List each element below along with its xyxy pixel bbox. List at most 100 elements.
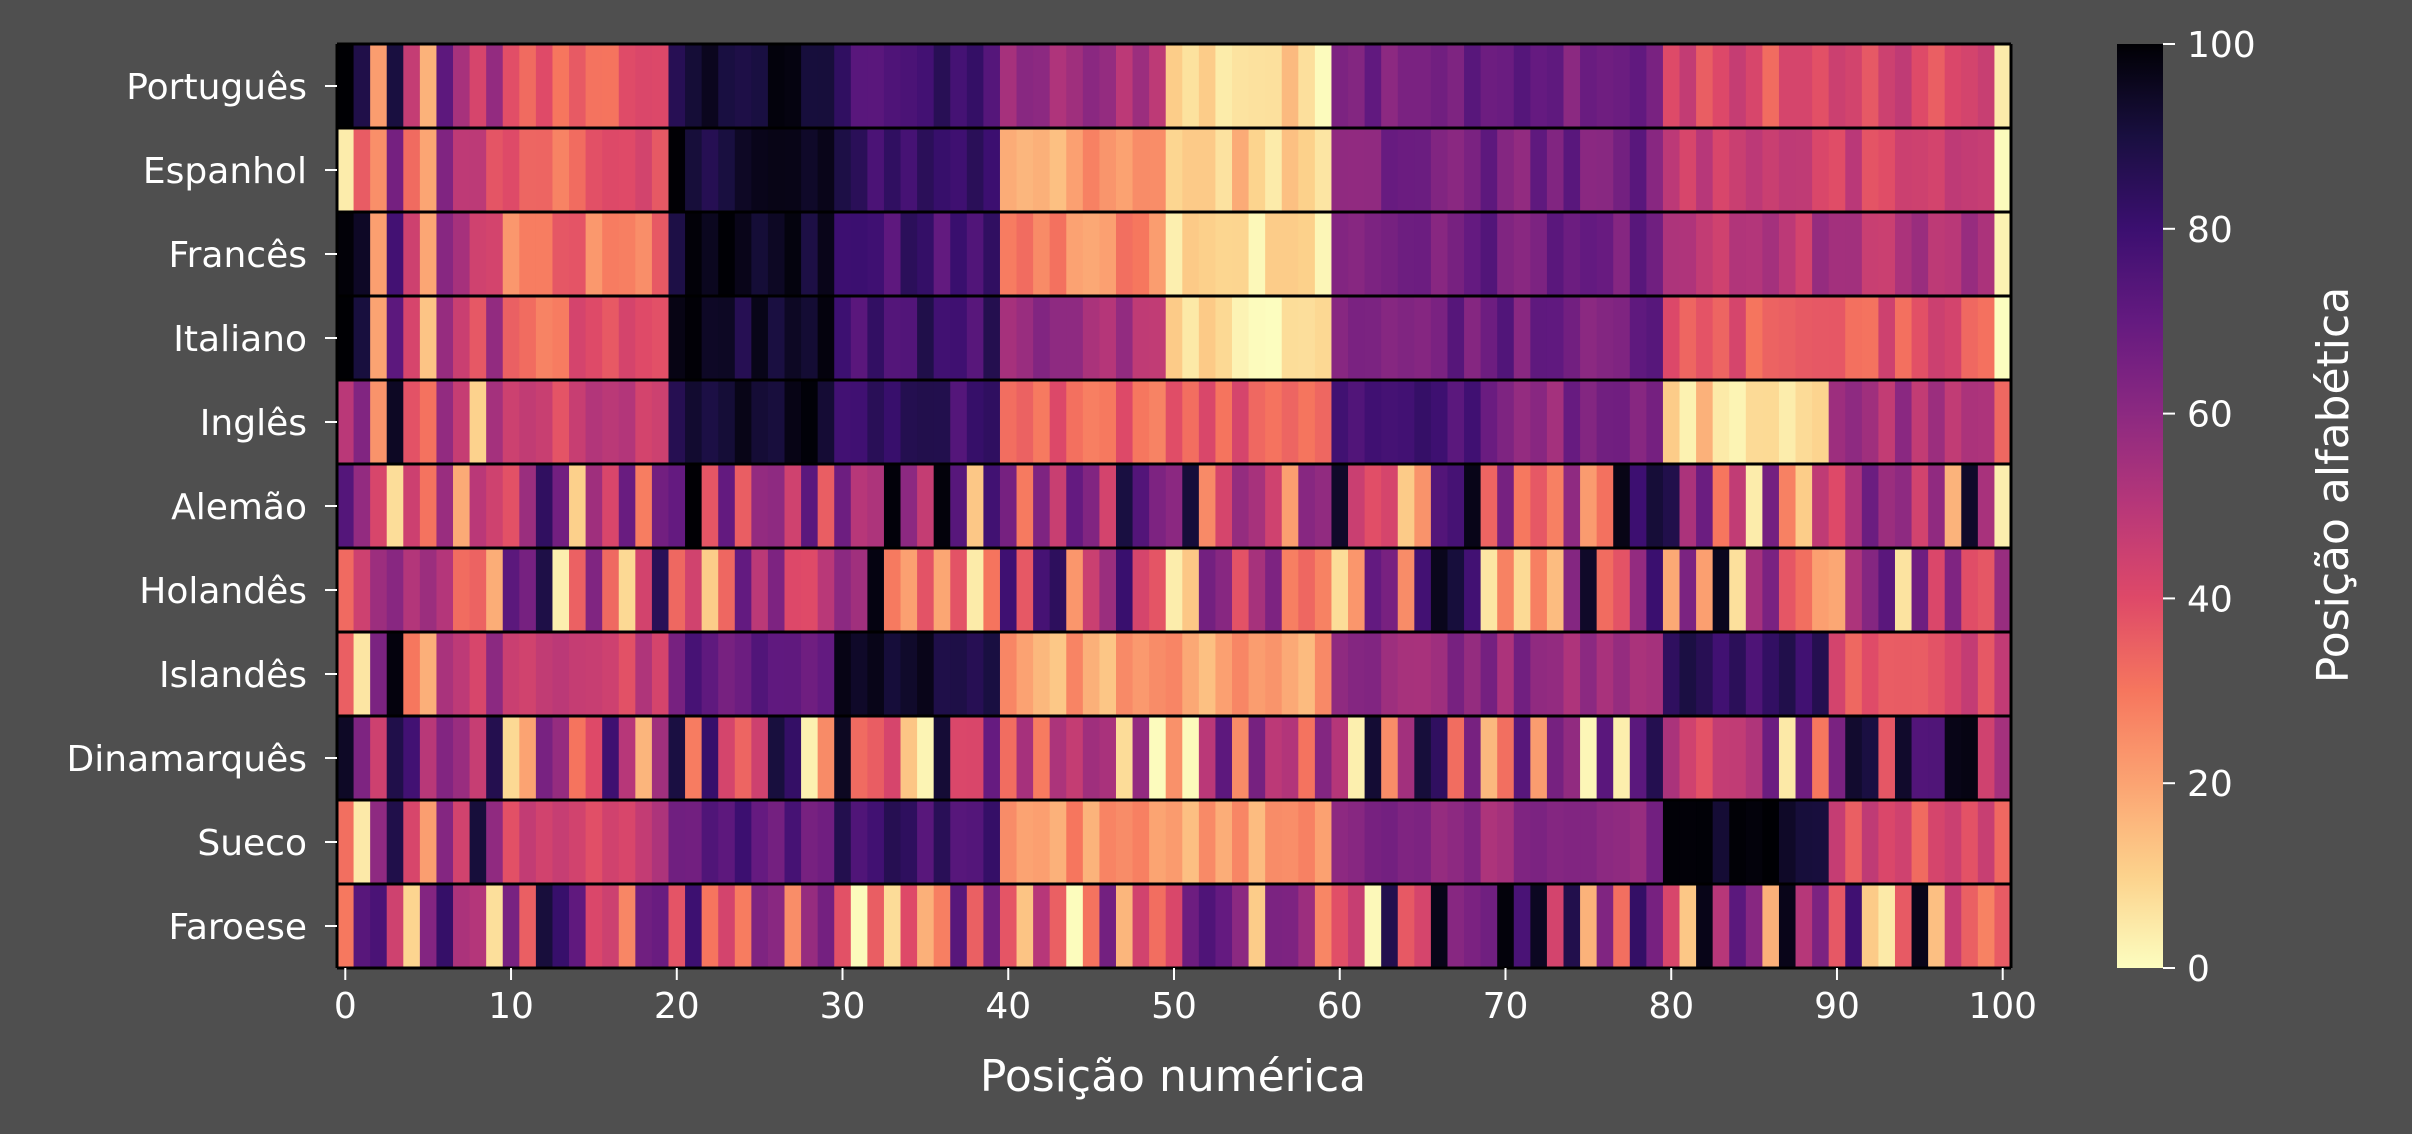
heatmap-cell [403, 212, 421, 296]
heatmap-cell [1911, 44, 1929, 128]
heatmap-cell [519, 800, 537, 884]
heatmap-cell [1464, 884, 1482, 968]
heatmap-cell [668, 884, 686, 968]
heatmap-cell [569, 380, 587, 464]
heatmap-cell [1662, 464, 1681, 548]
heatmap-cell [1381, 128, 1399, 212]
heatmap-cell [502, 548, 520, 632]
heatmap-cell [1115, 44, 1134, 128]
heatmap-cell [1977, 884, 1996, 968]
heatmap-cell [784, 884, 802, 968]
heatmap-cell [1845, 464, 1863, 548]
heatmap-cell [1298, 884, 1316, 968]
heatmap-cell [1198, 128, 1217, 212]
heatmap-cell [337, 884, 355, 968]
heatmap-cell [1480, 128, 1498, 212]
heatmap-cell [1397, 548, 1415, 632]
heatmap-cell [1364, 884, 1382, 968]
heatmap-cell [718, 296, 736, 380]
heatmap-cell [1381, 212, 1399, 296]
heatmap-cell [1745, 716, 1763, 800]
heatmap-cell [834, 632, 852, 716]
heatmap-cell [618, 800, 636, 884]
heatmap-cell [1381, 548, 1399, 632]
heatmap-cell [1961, 716, 1979, 800]
heatmap-cell [1828, 44, 1846, 128]
heatmap-cell [469, 128, 487, 212]
heatmap-cell [1762, 716, 1780, 800]
heatmap-cell [1563, 632, 1581, 716]
heatmap-cell [1033, 380, 1051, 464]
heatmap-cell [1364, 212, 1382, 296]
heatmap-cell [1944, 464, 1962, 548]
heatmap-cell [834, 44, 852, 128]
heatmap-cell [1397, 716, 1415, 800]
heatmap-cell [1115, 548, 1134, 632]
heatmap-cell [1049, 800, 1067, 884]
x-axis-label: Posição numérica [980, 1051, 1366, 1102]
heatmap-cell [1066, 884, 1084, 968]
heatmap-cell [983, 884, 1001, 968]
heatmap-cell [1712, 128, 1730, 212]
heatmap-cell [966, 800, 984, 884]
heatmap-cell [1082, 464, 1101, 548]
heatmap-cell [685, 800, 703, 884]
heatmap-cell [1132, 212, 1150, 296]
heatmap-cell [701, 44, 719, 128]
heatmap-cell [1546, 212, 1565, 296]
heatmap-cell [867, 44, 885, 128]
heatmap-cell [519, 884, 537, 968]
heatmap-cell [1530, 44, 1548, 128]
heatmap-cell [1928, 296, 1946, 380]
heatmap-cell [1712, 800, 1730, 884]
heatmap-cell [1248, 548, 1266, 632]
heatmap-cell [552, 296, 570, 380]
heatmap-cell [1215, 632, 1233, 716]
heatmap-cell [751, 464, 769, 548]
heatmap-cell [1961, 548, 1979, 632]
heatmap-cell [883, 800, 902, 884]
heatmap-cell [1778, 128, 1797, 212]
heatmap-cell [1165, 212, 1183, 296]
heatmap-cell [1149, 548, 1167, 632]
heatmap-cell [1762, 884, 1780, 968]
heatmap-cell [1049, 548, 1067, 632]
heatmap-cell [1364, 548, 1382, 632]
heatmap-cell [1845, 632, 1863, 716]
heatmap-cell [436, 884, 454, 968]
heatmap-cell [1729, 44, 1747, 128]
heatmap-cell [1115, 380, 1134, 464]
heatmap-cell [834, 884, 852, 968]
heatmap-cell [552, 212, 570, 296]
heatmap-cell [1745, 632, 1763, 716]
heatmap-cell [1613, 128, 1631, 212]
heatmap-cell [1894, 884, 1913, 968]
heatmap-cell [1099, 632, 1117, 716]
heatmap-cell [651, 716, 670, 800]
heatmap-cell [635, 632, 653, 716]
heatmap-cell [535, 884, 554, 968]
heatmap-cell [1878, 44, 1896, 128]
heatmap-cell [353, 212, 371, 296]
heatmap-cell [1812, 128, 1830, 212]
heatmap-cell [983, 548, 1001, 632]
heatmap-cell [1314, 464, 1333, 548]
heatmap-cell [734, 464, 752, 548]
heatmap-cell [1778, 296, 1797, 380]
heatmap-cell [966, 380, 984, 464]
heatmap-cell [751, 884, 769, 968]
heatmap-cell [817, 296, 835, 380]
heatmap-cell [1016, 884, 1034, 968]
heatmap-cell [1149, 296, 1167, 380]
heatmap-cell [1546, 632, 1565, 716]
heatmap-cell [1298, 128, 1316, 212]
heatmap-cell [419, 212, 438, 296]
heatmap-cell [337, 128, 355, 212]
heatmap-cell [1563, 548, 1581, 632]
heatmap-cell [519, 380, 537, 464]
heatmap-cell [1894, 128, 1913, 212]
heatmap-cell [1298, 212, 1316, 296]
heatmap-cell [1696, 464, 1714, 548]
heatmap-cell [1149, 380, 1167, 464]
heatmap-cell [1894, 44, 1913, 128]
